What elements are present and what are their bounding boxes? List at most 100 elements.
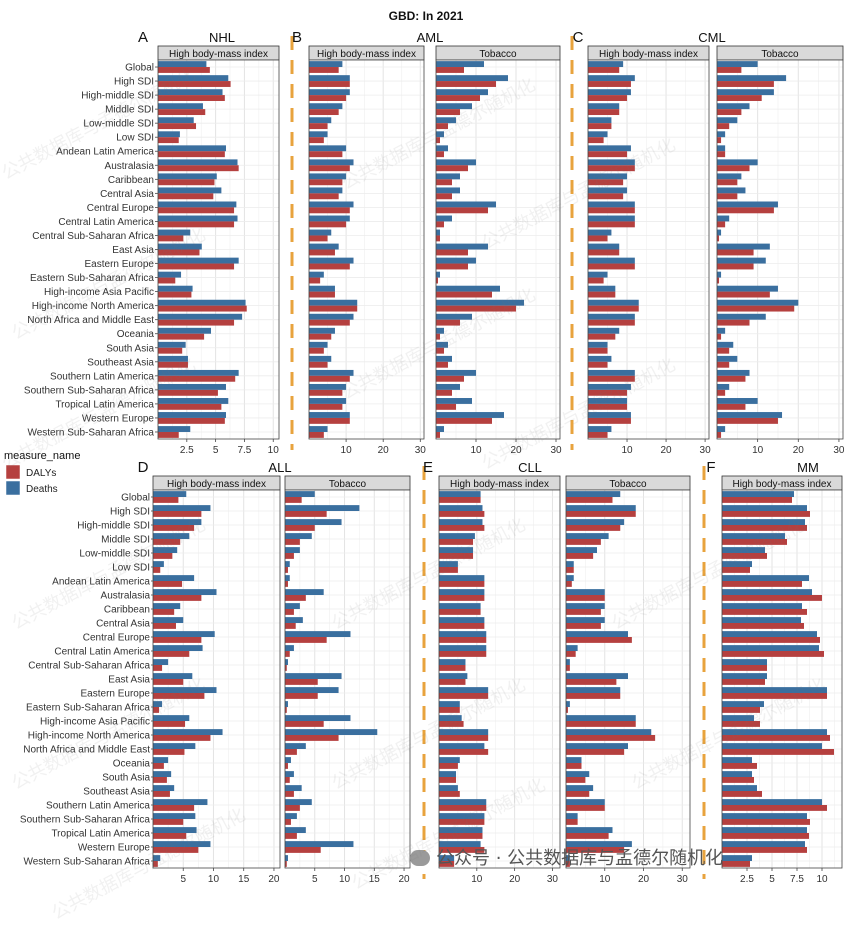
- bar-deaths-tropical-latin-america: [722, 827, 807, 833]
- bar-deaths-middle-sdi: [439, 533, 475, 539]
- bar-dalys-southern-sub-saharan-africa: [722, 819, 810, 825]
- bar-deaths-southern-sub-saharan-africa: [588, 383, 631, 390]
- x-tick-label: 30: [833, 445, 845, 456]
- bar-dalys-north-africa-and-middle-east: [153, 749, 185, 755]
- panel-letter: F: [706, 459, 715, 476]
- bar-dalys-south-asia: [436, 347, 444, 354]
- region-label: North Africa and Middle East: [23, 745, 150, 756]
- bar-deaths-north-africa-and-middle-east: [717, 313, 766, 320]
- bar-dalys-eastern-sub-saharan-africa: [566, 707, 568, 713]
- bar-dalys-western-europe: [309, 417, 350, 424]
- bar-dalys-australasia: [717, 165, 750, 172]
- bar-dalys-oceania: [158, 333, 205, 340]
- bar-deaths-andean-latin-america: [588, 145, 631, 152]
- panel-mm: F MM High body-mass index 2.5 5 7.5 10: [706, 459, 843, 885]
- bar-dalys-southeast-asia: [309, 361, 328, 368]
- bar-dalys-south-asia: [722, 777, 754, 783]
- x-tick-label: 30: [550, 445, 562, 456]
- bar-deaths-global: [309, 61, 343, 68]
- bar-dalys-southeast-asia: [722, 791, 762, 797]
- bar-dalys-central-europe: [439, 637, 487, 643]
- panel-letter: A: [138, 29, 148, 46]
- bar-deaths-oceania: [436, 327, 444, 334]
- bar-dalys-southern-latin-america: [436, 375, 464, 382]
- bar-deaths-eastern-sub-saharan-africa: [717, 271, 722, 278]
- bar-dalys-andean-latin-america: [439, 581, 485, 587]
- bar-dalys-global: [436, 67, 464, 73]
- bar-dalys-western-sub-saharan-africa: [566, 861, 570, 867]
- bar-dalys-oceania: [153, 763, 164, 769]
- x-tick-label: 20: [661, 445, 673, 456]
- bar-deaths-global: [439, 491, 481, 497]
- bar-deaths-andean-latin-america: [285, 575, 290, 581]
- panel-disease-title: NHL: [209, 30, 235, 45]
- bar-deaths-low-middle-sdi: [158, 117, 194, 124]
- bar-deaths-western-sub-saharan-africa: [309, 426, 328, 432]
- region-label: Western Sub-Saharan Africa: [27, 427, 154, 438]
- bar-deaths-east-asia: [588, 243, 620, 250]
- bar-dalys-central-latin-america: [158, 221, 235, 228]
- region-label: Eastern Sub-Saharan Africa: [26, 703, 150, 714]
- bar-deaths-western-europe: [439, 841, 481, 847]
- bar-deaths-central-europe: [439, 631, 487, 637]
- facet-high-body-mass-index: High body-mass index 5 10 15 20: [152, 475, 281, 885]
- facet-strip-label: High body-mass index: [450, 479, 549, 490]
- bar-dalys-central-latin-america: [153, 651, 190, 657]
- bar-deaths-low-middle-sdi: [722, 547, 765, 553]
- bar-dalys-north-africa-and-middle-east: [309, 319, 350, 326]
- bar-dalys-high-income-north-america: [285, 735, 339, 741]
- bar-dalys-caribbean: [566, 609, 601, 615]
- bar-deaths-high-income-asia-pacific: [436, 285, 500, 292]
- bar-dalys-central-sub-saharan-africa: [158, 235, 184, 242]
- bar-deaths-central-asia: [158, 187, 222, 194]
- plot-frame: [435, 59, 561, 440]
- bar-dalys-low-sdi: [158, 137, 179, 144]
- bar-dalys-high-sdi: [588, 81, 631, 87]
- x-tick-label: 30: [700, 445, 712, 456]
- panel-disease-title: CML: [698, 30, 725, 45]
- bar-dalys-high-middle-sdi: [717, 95, 762, 101]
- bar-dalys-australasia: [588, 165, 635, 172]
- bar-deaths-eastern-sub-saharan-africa: [153, 701, 163, 707]
- bar-dalys-global: [158, 67, 210, 73]
- bar-dalys-low-middle-sdi: [153, 553, 173, 559]
- x-tick-label: 20: [793, 445, 805, 456]
- bar-dalys-andean-latin-america: [285, 581, 288, 587]
- bar-deaths-global: [566, 491, 621, 497]
- panel-nhl: A NHL High body-mass index 2.5 5 7.5 10: [138, 29, 280, 456]
- bar-dalys-tropical-latin-america: [717, 403, 746, 410]
- panel-disease-title: MM: [797, 460, 819, 475]
- bar-deaths-low-middle-sdi: [153, 547, 178, 553]
- bar-deaths-western-europe: [722, 841, 805, 847]
- x-tick-label: 5: [769, 874, 775, 885]
- bar-deaths-australasia: [153, 589, 217, 595]
- bar-dalys-low-middle-sdi: [717, 123, 730, 130]
- region-label: Low SDI: [112, 563, 150, 574]
- region-label: Central Asia: [96, 619, 150, 630]
- bar-deaths-australasia: [285, 589, 324, 595]
- bar-dalys-global: [717, 67, 742, 73]
- bar-deaths-south-asia: [722, 771, 752, 777]
- bar-dalys-andean-latin-america: [566, 581, 572, 587]
- bar-dalys-southern-sub-saharan-africa: [309, 389, 343, 396]
- bar-dalys-high-income-north-america: [717, 305, 795, 312]
- x-tick-label: 10: [208, 874, 220, 885]
- bar-deaths-north-africa-and-middle-east: [588, 313, 635, 320]
- bar-deaths-southern-latin-america: [566, 799, 605, 805]
- bar-deaths-central-sub-saharan-africa: [158, 229, 191, 236]
- bar-deaths-andean-latin-america: [158, 145, 226, 152]
- bar-deaths-high-income-north-america: [153, 729, 223, 735]
- bar-dalys-high-income-north-america: [309, 305, 358, 312]
- bar-deaths-north-africa-and-middle-east: [436, 313, 472, 320]
- bar-deaths-global: [285, 491, 315, 497]
- region-label: Central Latin America: [54, 647, 150, 658]
- facet-strip-label: High body-mass index: [167, 479, 266, 490]
- bar-dalys-eastern-europe: [309, 263, 350, 270]
- bar-deaths-high-sdi: [566, 505, 636, 511]
- bar-deaths-andean-latin-america: [309, 145, 347, 152]
- bar-dalys-central-europe: [309, 207, 350, 214]
- x-tick-label: 20: [509, 874, 521, 885]
- bar-deaths-central-europe: [158, 201, 237, 208]
- bar-dalys-low-sdi: [439, 567, 458, 573]
